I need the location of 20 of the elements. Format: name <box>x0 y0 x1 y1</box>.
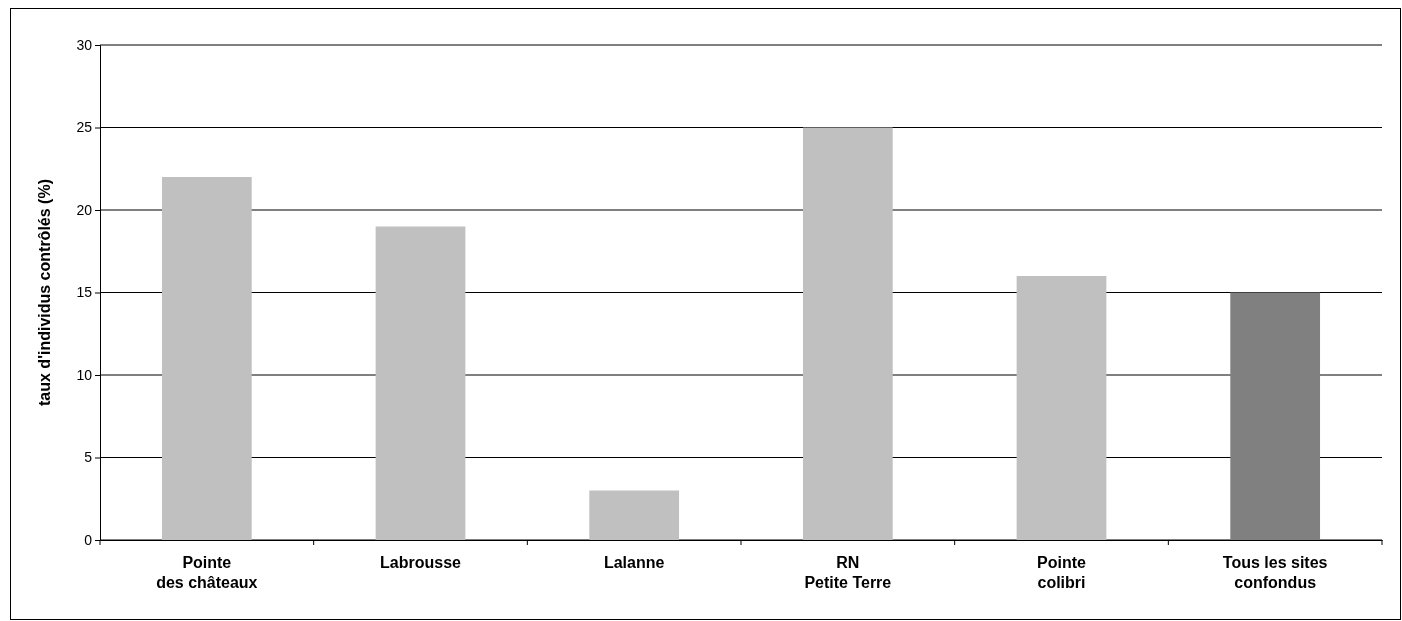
x-tick-label: Labrousse <box>380 554 462 571</box>
x-tick-label: Tous les sites confondus <box>1222 554 1328 591</box>
x-tick-label: RN Petite Terre <box>804 554 892 591</box>
y-tick-label: 30 <box>76 36 93 53</box>
x-tick-label: Pointe des châteaux <box>156 554 258 591</box>
y-tick-label: 0 <box>84 531 93 548</box>
bar <box>1016 276 1107 540</box>
y-tick-label: 5 <box>84 449 93 466</box>
y-tick-label: 10 <box>76 366 93 383</box>
y-tick-label: 20 <box>76 201 93 218</box>
bar <box>1230 292 1321 540</box>
y-tick-label: 15 <box>76 284 93 301</box>
x-tick-label: Pointe colibri <box>1037 554 1087 591</box>
y-axis-title: taux d'individus contrôlés (%) <box>36 179 53 406</box>
bar <box>589 490 680 540</box>
y-tick-label: 25 <box>76 119 93 136</box>
bar <box>375 226 466 540</box>
x-tick-label: Lalanne <box>603 554 665 571</box>
bar <box>802 127 893 540</box>
bar <box>161 177 252 540</box>
